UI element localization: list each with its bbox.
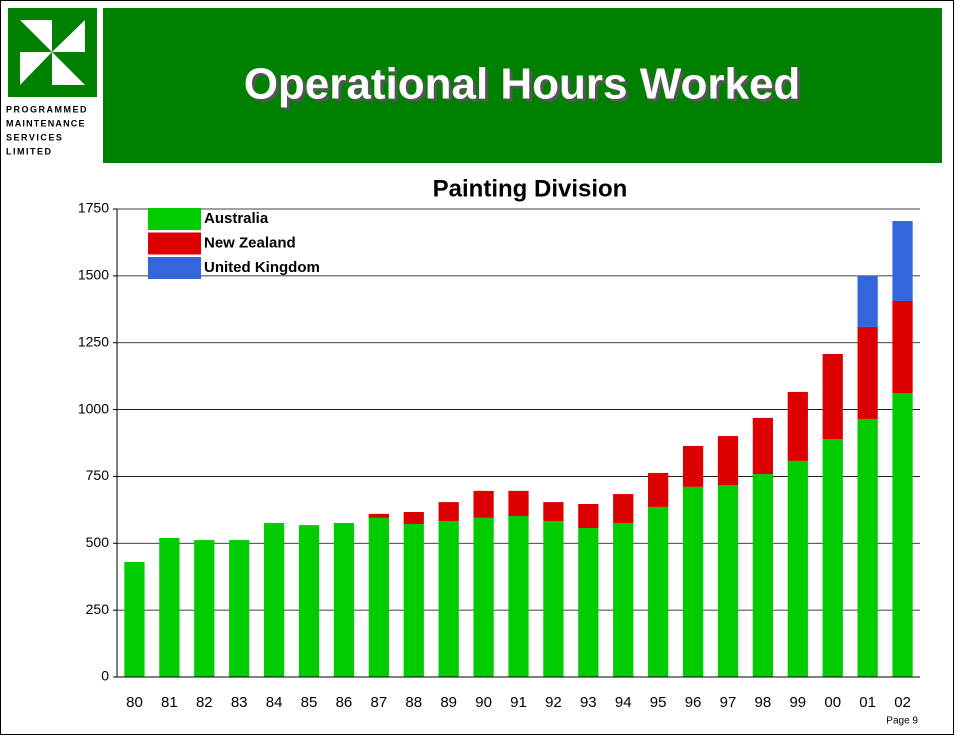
y-tick-label: 750 (86, 467, 110, 483)
x-tick-label: 85 (301, 694, 318, 711)
bar-segment (508, 490, 529, 517)
bar-segment (648, 472, 669, 507)
bar-segment (822, 438, 843, 677)
slide-title: Operational Hours Worked (244, 60, 801, 109)
legend-label: Australia (204, 210, 269, 227)
bar-segment (892, 300, 913, 393)
x-tick-label: 92 (545, 694, 562, 711)
logo-vane (52, 52, 85, 85)
legend-label: New Zealand (204, 234, 296, 251)
y-tick-label: 1500 (78, 267, 109, 283)
bar-segment (508, 516, 529, 677)
legend-swatch (148, 257, 201, 279)
x-tick-label: 95 (650, 694, 667, 711)
bar-segment (263, 522, 285, 677)
bar-segment (403, 511, 424, 525)
bar-segment (159, 537, 180, 677)
logo-text: SERVICES (6, 132, 63, 142)
bar-segment (613, 522, 634, 677)
bar-segment (333, 522, 355, 677)
chart-title: Painting Division (433, 175, 628, 202)
y-tick-label: 1000 (78, 400, 109, 416)
logo-vane (20, 52, 52, 85)
bar-segment (857, 326, 878, 419)
x-tick-label: 80 (126, 694, 143, 711)
bar-segment (752, 417, 774, 475)
x-tick-label: 88 (405, 694, 422, 711)
bar-segment (857, 275, 878, 327)
bar-segment (578, 528, 599, 677)
bar-segment (194, 540, 215, 677)
page-label: Page 9 (886, 716, 918, 727)
bar-segment (124, 562, 145, 677)
legend-swatch (148, 208, 201, 230)
legend-label: United Kingdom (204, 259, 320, 276)
bar-segment (543, 502, 564, 522)
logo-text: LIMITED (6, 146, 53, 156)
x-tick-label: 90 (475, 694, 492, 711)
x-tick-label: 87 (371, 694, 388, 711)
x-tick-label: 99 (789, 694, 806, 711)
x-tick-label: 91 (510, 694, 527, 711)
bar-segment (857, 418, 878, 677)
bar-segment (613, 494, 634, 523)
bar-segment (438, 502, 459, 522)
bar-segment (822, 353, 843, 439)
bar-segment (717, 484, 739, 677)
bar-segment (682, 486, 704, 677)
bar-segment (648, 506, 669, 677)
bar-segment (543, 521, 564, 677)
logo: PROGRAMMED MAINTENANCE SERVICES LIMITED (6, 8, 97, 156)
bar-segment (368, 513, 389, 518)
bar-segment (892, 221, 913, 301)
bar-segment (717, 436, 739, 485)
logo-text: MAINTENANCE (6, 118, 86, 128)
x-tick-label: 81 (161, 694, 178, 711)
x-tick-label: 86 (336, 694, 353, 711)
y-tick-label: 1250 (78, 333, 109, 349)
legend-swatch (148, 232, 201, 255)
logo-vane (52, 20, 85, 52)
logo-text: PROGRAMMED (6, 104, 88, 114)
x-tick-label: 89 (440, 694, 457, 711)
title-shadow: Operational Hours Worked (247, 63, 804, 112)
x-tick-label: 02 (894, 694, 911, 711)
logo-vane (20, 20, 52, 52)
y-tick-label: 0 (101, 668, 109, 684)
bar-segment (368, 517, 389, 677)
x-tick-label: 97 (720, 694, 737, 711)
x-tick-label: 84 (266, 694, 283, 711)
x-tick-label: 82 (196, 694, 213, 711)
bar-segment (473, 490, 494, 518)
x-tick-label: 01 (859, 694, 876, 711)
bar-segment (403, 524, 424, 677)
x-tick-label: 93 (580, 694, 597, 711)
x-tick-label: 00 (824, 694, 841, 711)
header-band (103, 8, 942, 163)
bar-segment (892, 392, 913, 677)
x-tick-label: 83 (231, 694, 248, 711)
bar-segment (298, 525, 320, 677)
bar-segment (787, 391, 808, 461)
bar-segment (473, 517, 494, 677)
x-tick-label: 94 (615, 694, 632, 711)
y-tick-label: 1750 (78, 200, 109, 216)
bar-segment (752, 474, 774, 677)
x-tick-label: 96 (685, 694, 702, 711)
bar-segment (682, 445, 704, 487)
x-tick-label: 98 (755, 694, 772, 711)
bar-segment (438, 521, 459, 677)
bar-segment (229, 540, 250, 677)
bar-segment (787, 460, 808, 677)
y-tick-label: 250 (86, 601, 110, 617)
y-tick-label: 500 (86, 534, 110, 550)
bar-segment (578, 503, 599, 529)
